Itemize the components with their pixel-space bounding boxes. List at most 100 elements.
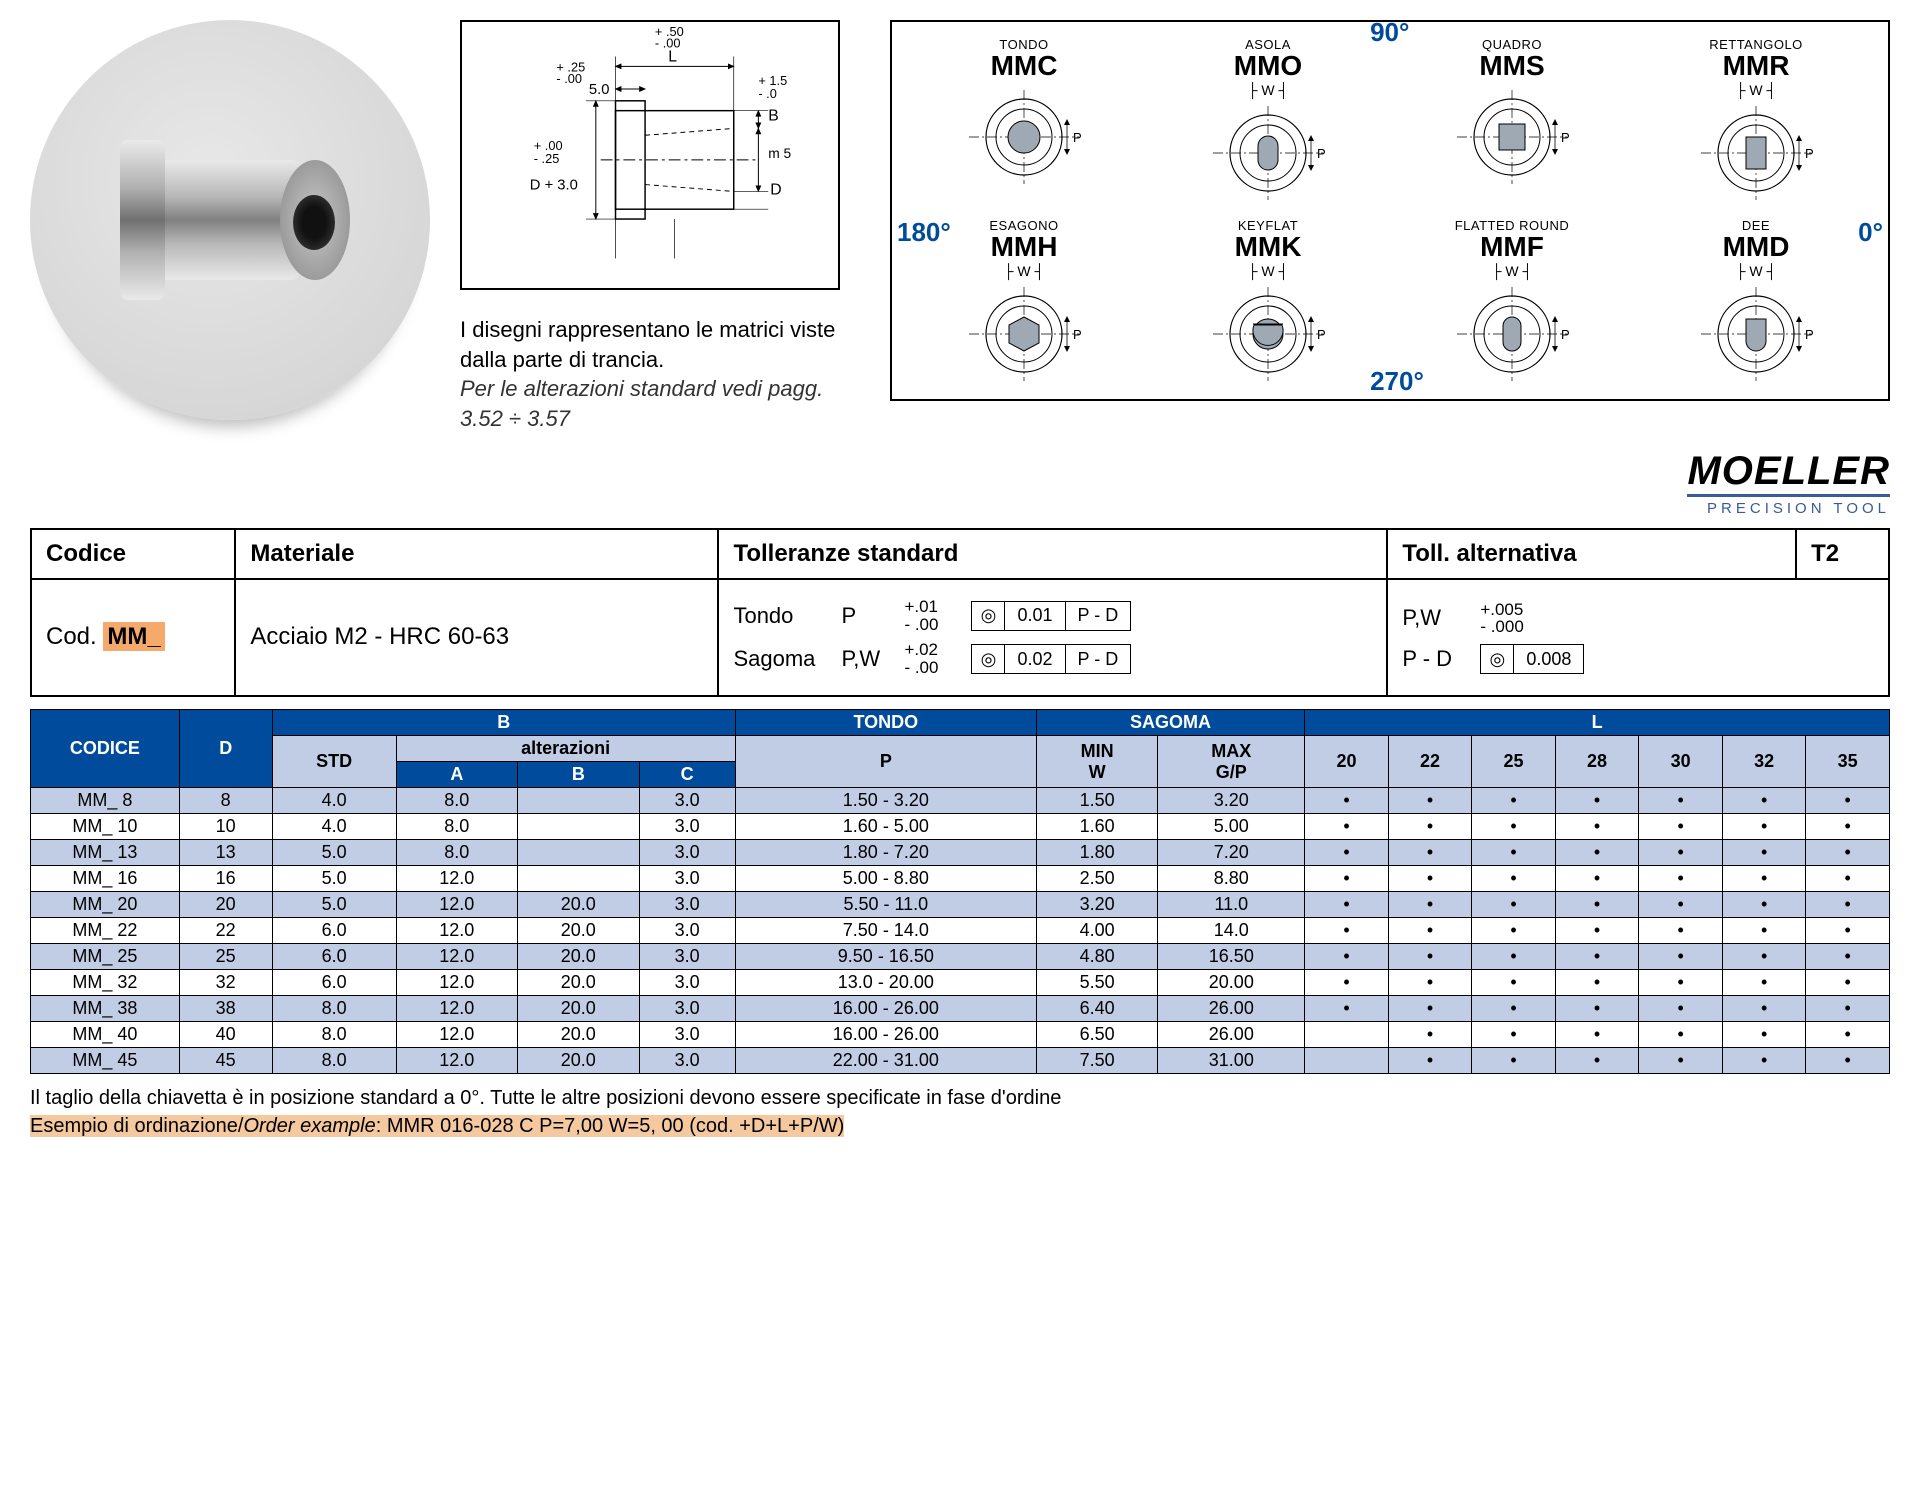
cell-L: • — [1305, 970, 1389, 996]
table-row: MM_ 22 22 6.0 12.0 20.0 3.0 7.50 - 14.0 … — [31, 918, 1890, 944]
cell-A: 12.0 — [396, 1048, 518, 1074]
th-tondo: TONDO — [735, 710, 1036, 736]
cell-D: 40 — [179, 1022, 272, 1048]
cell-Balt — [518, 788, 640, 814]
shape-dim: ├ W ┤ — [1156, 263, 1380, 279]
cell-Balt — [518, 840, 640, 866]
cell-D: 22 — [179, 918, 272, 944]
shape-mmd: DEE MMD ├ W ┤ P — [1644, 218, 1868, 389]
cell-L: • — [1639, 970, 1723, 996]
cell-A: 12.0 — [396, 970, 518, 996]
cell-D: 25 — [179, 944, 272, 970]
cell-materiale: Acciaio M2 - HRC 60-63 — [235, 579, 718, 696]
cell-L: • — [1639, 892, 1723, 918]
angle-270: 270° — [1370, 366, 1424, 397]
cell-L: • — [1472, 970, 1556, 996]
cell-C: 3.0 — [639, 788, 735, 814]
cell-C: 3.0 — [639, 944, 735, 970]
cell-L: • — [1639, 996, 1723, 1022]
cell-L: • — [1806, 788, 1890, 814]
shape-code: MMS — [1400, 52, 1624, 80]
cell-L: • — [1555, 1022, 1639, 1048]
cell-L: • — [1472, 814, 1556, 840]
cell-L: • — [1722, 1048, 1806, 1074]
footnote-line1: Il taglio della chiavetta è in posizione… — [30, 1084, 1890, 1112]
cell-Balt: 20.0 — [518, 1048, 640, 1074]
table-row: MM_ 25 25 6.0 12.0 20.0 3.0 9.50 - 16.50… — [31, 944, 1890, 970]
cell-A: 12.0 — [396, 1022, 518, 1048]
cell-L: • — [1472, 1048, 1556, 1074]
cell-STD: 5.0 — [272, 892, 396, 918]
cell-L: • — [1472, 892, 1556, 918]
cell-L: • — [1472, 840, 1556, 866]
cell-L: • — [1388, 840, 1472, 866]
cell-P: 5.00 - 8.80 — [735, 866, 1036, 892]
cell-MAXGP: 7.20 — [1158, 840, 1305, 866]
cell-L: • — [1806, 866, 1890, 892]
cell-MAXGP: 8.80 — [1158, 866, 1305, 892]
cell-L: • — [1472, 996, 1556, 1022]
th-std: STD — [272, 736, 396, 788]
tech-note-line2: Per le alterazioni standard vedi pagg. 3… — [460, 374, 860, 433]
cell-STD: 8.0 — [272, 1022, 396, 1048]
cell-P: 1.50 - 3.20 — [735, 788, 1036, 814]
cell-D: 45 — [179, 1048, 272, 1074]
shape-mmk: KEYFLAT MMK ├ W ┤ P — [1156, 218, 1380, 389]
cell-L: • — [1722, 944, 1806, 970]
svg-text:P: P — [1317, 327, 1326, 342]
cell-C: 3.0 — [639, 1048, 735, 1074]
cell-P: 7.50 - 14.0 — [735, 918, 1036, 944]
cell-STD: 6.0 — [272, 944, 396, 970]
hdr-t2: T2 — [1796, 529, 1889, 579]
cell-L: • — [1555, 1048, 1639, 1074]
concentricity-icon: ◎ — [971, 644, 1005, 674]
cell-Balt: 20.0 — [518, 1022, 640, 1048]
svg-text:- .25: - .25 — [534, 151, 560, 166]
cell-MINW: 1.50 — [1036, 788, 1158, 814]
cell-L: • — [1388, 1022, 1472, 1048]
cell-L: • — [1305, 944, 1389, 970]
logo-row: MOELLER PRECISION TOOL — [30, 449, 1890, 518]
cell-A: 12.0 — [396, 866, 518, 892]
cell-MINW: 1.80 — [1036, 840, 1158, 866]
th-L-22: 22 — [1388, 736, 1472, 788]
logo-subtext: PRECISION TOOL — [1687, 494, 1890, 517]
cell-L: • — [1555, 996, 1639, 1022]
code-highlight: MM_ — [103, 622, 164, 651]
cell-code: MM_ 22 — [31, 918, 180, 944]
logo-text: MOELLER — [1687, 449, 1890, 494]
cell-MAXGP: 14.0 — [1158, 918, 1305, 944]
cell-L: • — [1806, 944, 1890, 970]
th-C: C — [639, 762, 735, 788]
cell-C: 3.0 — [639, 996, 735, 1022]
cell-L: • — [1555, 840, 1639, 866]
cell-A: 12.0 — [396, 996, 518, 1022]
table-row: MM_ 38 38 8.0 12.0 20.0 3.0 16.00 - 26.0… — [31, 996, 1890, 1022]
table-row: MM_ 20 20 5.0 12.0 20.0 3.0 5.50 - 11.0 … — [31, 892, 1890, 918]
table-row: MM_ 45 45 8.0 12.0 20.0 3.0 22.00 - 31.0… — [31, 1048, 1890, 1074]
table-row: MM_ 16 16 5.0 12.0 3.0 5.00 - 8.80 2.50 … — [31, 866, 1890, 892]
spec-table: Codice Materiale Tolleranze standard Tol… — [30, 528, 1890, 697]
th-L: L — [1305, 710, 1890, 736]
tech-note: I disegni rappresentano le matrici viste… — [460, 315, 860, 434]
shape-code: MMK — [1156, 233, 1380, 261]
cell-L: • — [1806, 840, 1890, 866]
cell-C: 3.0 — [639, 840, 735, 866]
cell-C: 3.0 — [639, 918, 735, 944]
shape-dim: ├ W ┤ — [912, 263, 1136, 279]
cell-L: • — [1722, 996, 1806, 1022]
cell-MINW: 4.00 — [1036, 918, 1158, 944]
cell-L: • — [1722, 788, 1806, 814]
cell-D: 32 — [179, 970, 272, 996]
cell-STD: 8.0 — [272, 996, 396, 1022]
cell-L: • — [1639, 788, 1723, 814]
shape-code: MMD — [1644, 233, 1868, 261]
angle-180: 180° — [897, 217, 951, 248]
footnote: Il taglio della chiavetta è in posizione… — [30, 1084, 1890, 1140]
table-row: MM_ 10 10 4.0 8.0 3.0 1.60 - 5.00 1.60 5… — [31, 814, 1890, 840]
cell-L: • — [1472, 866, 1556, 892]
svg-text:- .00: - .00 — [655, 36, 681, 51]
cell-L: • — [1305, 892, 1389, 918]
data-table: CODICE D B TONDO SAGOMA L STD alterazion… — [30, 709, 1890, 1074]
cell-L: • — [1305, 996, 1389, 1022]
